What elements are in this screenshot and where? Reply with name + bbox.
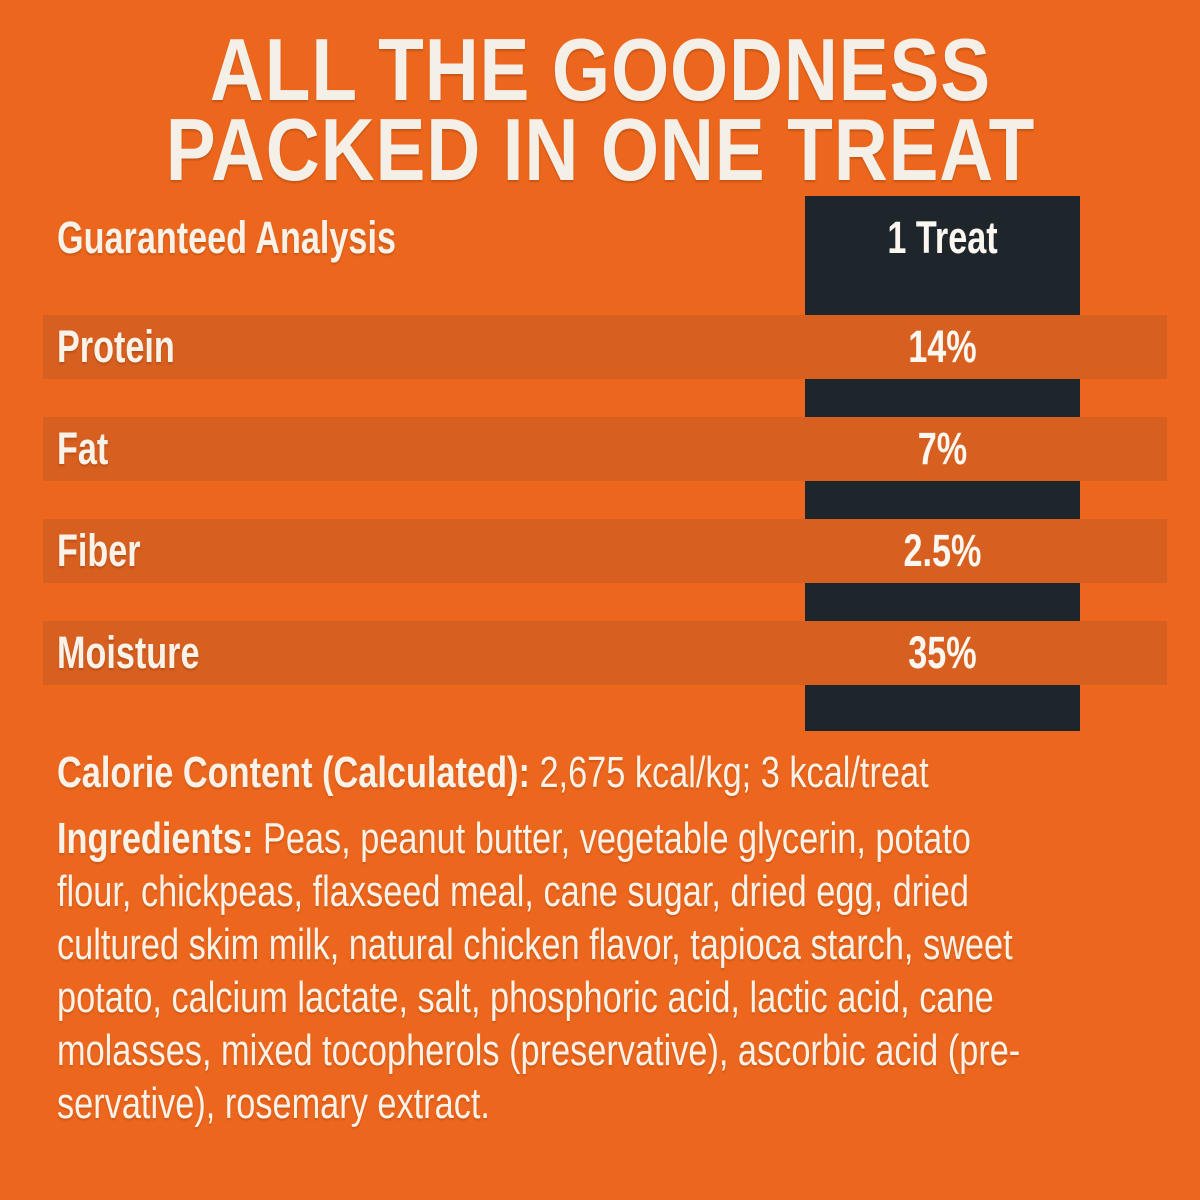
table-row-stripe (43, 519, 1167, 583)
table-row-stripe (43, 315, 1167, 379)
row-value-fiber: 2.5% (903, 525, 982, 576)
ingredients-paragraph: Ingredients: Peas, peanut butter, vegeta… (57, 812, 1200, 1130)
page-title: ALL THE GOODNESS PACKED IN ONE TREAT (0, 20, 1200, 199)
page-title-line1: ALL THE GOODNESS (209, 20, 991, 119)
ingredients-label: Ingredients: (57, 814, 254, 863)
ingredients-line: potato, calcium lactate, salt, phosphori… (57, 973, 994, 1022)
table-row-stripe (43, 621, 1167, 685)
ingredients-line: cultured skim milk, natural chicken flav… (57, 920, 1013, 969)
ingredients-line: molasses, mixed tocopherols (preservativ… (57, 1026, 1021, 1075)
table-header-label: Guaranteed Analysis (57, 212, 396, 263)
calorie-content-value: 2,675 kcal/kg; 3 kcal/treat (539, 748, 929, 797)
table-row-stripe (43, 417, 1167, 481)
row-label-moisture: Moisture (57, 627, 200, 678)
page-title-line2: PACKED IN ONE TREAT (165, 100, 1035, 199)
ingredients-line: servative), rosemary extract. (57, 1079, 490, 1128)
calorie-content-label: Calorie Content (Calculated): (57, 748, 530, 797)
ingredients-line: flour, chickpeas, flaxseed meal, cane su… (57, 867, 969, 916)
row-value-protein: 14% (908, 321, 977, 372)
row-label-fat: Fat (57, 423, 109, 474)
ingredients-line: Ingredients: Peas, peanut butter, vegeta… (57, 814, 971, 863)
row-value-moisture: 35% (908, 627, 977, 678)
row-label-fiber: Fiber (57, 525, 141, 576)
calorie-content-line: Calorie Content (Calculated): 2,675 kcal… (57, 745, 929, 801)
row-label-protein: Protein (57, 321, 175, 372)
table-header-column: 1 Treat (887, 212, 998, 263)
row-value-fat: 7% (917, 423, 968, 474)
